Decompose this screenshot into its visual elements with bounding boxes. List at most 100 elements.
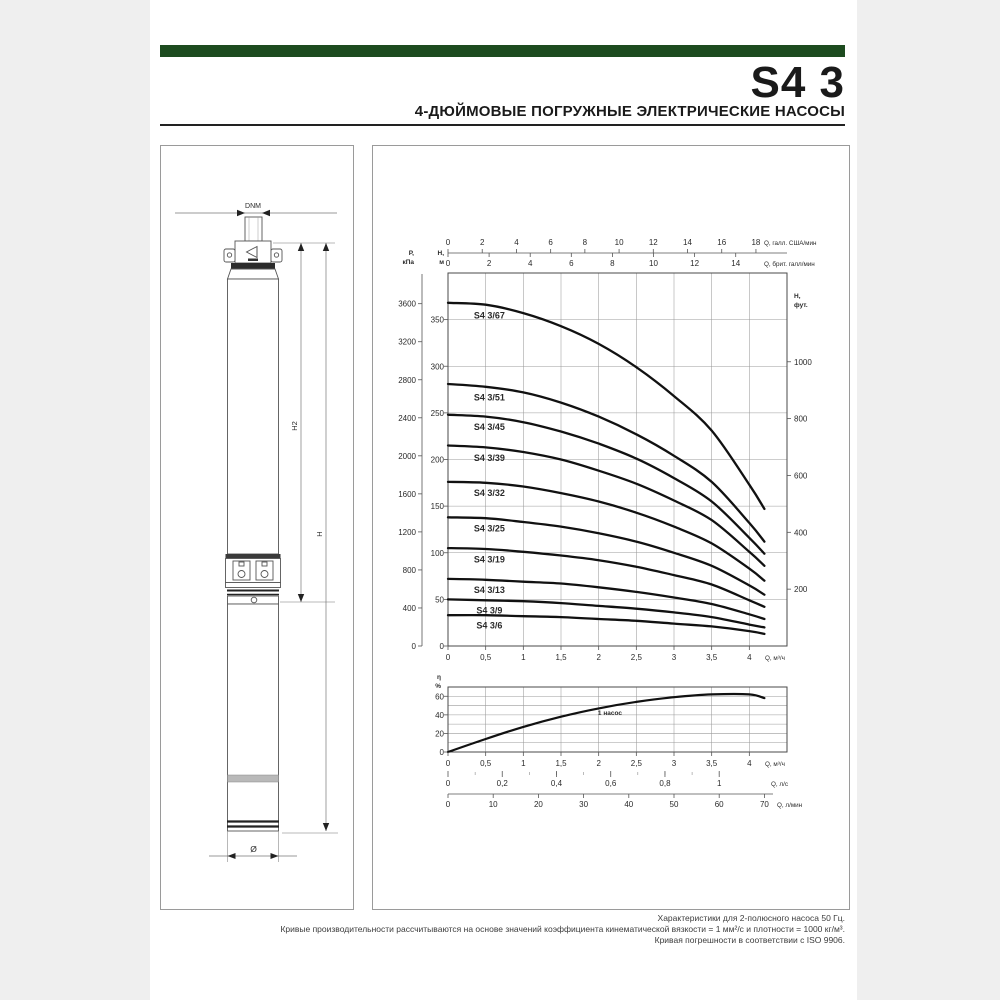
h2-label: H2 bbox=[290, 421, 299, 431]
svg-text:2: 2 bbox=[596, 759, 601, 768]
svg-text:250: 250 bbox=[431, 409, 445, 418]
pump-curve bbox=[446, 413, 766, 555]
page-margin-right bbox=[857, 0, 1000, 1000]
svg-text:12: 12 bbox=[690, 259, 699, 268]
main-bottom-axis: 0 0,5 1 1,5 2 2,5 3 3,5 4 Q, м³/ч bbox=[446, 646, 785, 662]
charts-panel: 0 2 4 6 8 10 12 14 16 18 0 2 4 6 8 10 12 14 Q, галл. США/м… bbox=[372, 145, 850, 910]
svg-text:Q, л/мин: Q, л/мин bbox=[777, 802, 803, 809]
footer-notes: Характеристики для 2-полюсного насоса 50… bbox=[280, 913, 845, 946]
pump-curve bbox=[446, 546, 766, 608]
curve-label: S4 3/39 bbox=[474, 453, 505, 463]
svg-text:0,8: 0,8 bbox=[659, 779, 671, 788]
svg-text:60: 60 bbox=[435, 692, 444, 701]
svg-text:2800: 2800 bbox=[398, 376, 416, 385]
pump-drawing-panel: DNM Ø H2 H bbox=[160, 145, 354, 910]
svg-text:%: % bbox=[435, 683, 441, 690]
svg-text:8: 8 bbox=[610, 259, 615, 268]
pump-curve bbox=[446, 480, 766, 582]
svg-text:0,4: 0,4 bbox=[551, 779, 563, 788]
svg-text:40: 40 bbox=[435, 711, 444, 720]
pump-curve bbox=[446, 598, 766, 629]
curve-label: S4 3/25 bbox=[474, 524, 505, 534]
diameter-arrow-left bbox=[227, 853, 236, 859]
svg-text:P,: P, bbox=[409, 250, 414, 257]
svg-text:Q, м³/ч: Q, м³/ч bbox=[765, 761, 785, 768]
eff-grid bbox=[448, 687, 787, 752]
svg-text:600: 600 bbox=[794, 471, 808, 480]
svg-text:2000: 2000 bbox=[398, 452, 416, 461]
svg-text:1: 1 bbox=[521, 653, 526, 662]
svg-text:0,5: 0,5 bbox=[480, 653, 492, 662]
metre-axis: 0 50 100 150 200 250 300 350 H, м bbox=[431, 250, 448, 651]
svg-text:70: 70 bbox=[760, 800, 769, 809]
curve-label: S4 3/19 bbox=[474, 554, 505, 564]
svg-text:350: 350 bbox=[431, 316, 445, 325]
pump-outline bbox=[175, 209, 338, 862]
svg-text:6: 6 bbox=[548, 238, 553, 247]
svg-text:0: 0 bbox=[412, 642, 417, 651]
top-flow-axis: 0 2 4 6 8 10 12 14 16 18 0 2 4 6 8 10 12 14 Q, галл. США/м… bbox=[446, 238, 817, 268]
page-title: S4 3 bbox=[750, 58, 845, 107]
svg-text:10: 10 bbox=[615, 238, 624, 247]
svg-text:400: 400 bbox=[794, 528, 808, 537]
svg-text:3,5: 3,5 bbox=[706, 653, 718, 662]
kpa-axis: 0 400 800 1200 1600 2000 2400 2800 3200 3600 P, кПа bbox=[398, 250, 423, 651]
svg-text:0: 0 bbox=[446, 259, 451, 268]
pump-curve bbox=[446, 382, 766, 543]
svg-text:50: 50 bbox=[670, 800, 679, 809]
svg-text:1,5: 1,5 bbox=[555, 653, 567, 662]
svg-text:кПа: кПа bbox=[402, 259, 414, 266]
svg-text:4: 4 bbox=[514, 238, 519, 247]
svg-text:10: 10 bbox=[649, 259, 658, 268]
eff-left-axis: 0 20 40 60 η% bbox=[435, 674, 448, 757]
svg-text:4: 4 bbox=[747, 759, 752, 768]
svg-text:6: 6 bbox=[569, 259, 574, 268]
pump-curve bbox=[446, 444, 766, 567]
svg-text:0: 0 bbox=[446, 653, 451, 662]
svg-text:18: 18 bbox=[751, 238, 760, 247]
h-label: H bbox=[315, 531, 324, 536]
svg-text:0,5: 0,5 bbox=[480, 759, 492, 768]
svg-text:H,: H, bbox=[794, 293, 801, 300]
svg-text:0: 0 bbox=[446, 238, 451, 247]
svg-text:η: η bbox=[437, 674, 441, 681]
svg-text:800: 800 bbox=[403, 566, 417, 575]
svg-text:40: 40 bbox=[624, 800, 633, 809]
curve-label: S4 3/32 bbox=[474, 488, 505, 498]
feet-axis: 200 400 600 800 1000 H, фут. bbox=[787, 293, 812, 594]
eff-bottom-m3h: 0 0,5 1 1,5 2 2,5 3 3,5 4 Q, м³/ч bbox=[446, 752, 785, 768]
svg-text:800: 800 bbox=[794, 415, 808, 424]
svg-text:2,5: 2,5 bbox=[631, 759, 643, 768]
pump-curve bbox=[446, 614, 766, 636]
svg-text:0: 0 bbox=[446, 800, 451, 809]
dnm-arrow-left bbox=[237, 209, 245, 217]
svg-text:1200: 1200 bbox=[398, 528, 416, 537]
curve-label: S4 3/51 bbox=[474, 392, 505, 402]
svg-text:3: 3 bbox=[672, 653, 677, 662]
eff-curve: 1 насос bbox=[446, 692, 766, 754]
svg-text:2: 2 bbox=[480, 238, 485, 247]
svg-text:3: 3 bbox=[672, 759, 677, 768]
svg-text:3200: 3200 bbox=[398, 338, 416, 347]
curve-label: S4 3/6 bbox=[476, 620, 502, 630]
svg-text:10: 10 bbox=[489, 800, 498, 809]
footer-line: Характеристики для 2-полюсного насоса 50… bbox=[657, 913, 845, 923]
svg-text:2,5: 2,5 bbox=[631, 653, 643, 662]
footer-line: Кривая погрешности в соответствии с ISO … bbox=[654, 935, 845, 945]
svg-text:20: 20 bbox=[534, 800, 543, 809]
svg-text:м: м bbox=[439, 259, 444, 266]
svg-text:Q, галл. США/мин: Q, галл. США/мин bbox=[764, 240, 817, 247]
svg-text:фут.: фут. bbox=[794, 302, 808, 309]
pump-drawing: DNM Ø H2 H bbox=[175, 203, 338, 862]
page-margin-left bbox=[0, 0, 150, 1000]
svg-text:Q, л/с: Q, л/с bbox=[771, 781, 788, 788]
curve-label: S4 3/67 bbox=[474, 311, 505, 321]
svg-text:4: 4 bbox=[747, 653, 752, 662]
svg-text:0: 0 bbox=[446, 779, 451, 788]
svg-text:14: 14 bbox=[731, 259, 740, 268]
curve-label: S4 3/45 bbox=[474, 422, 505, 432]
svg-text:20: 20 bbox=[435, 729, 444, 738]
svg-text:400: 400 bbox=[403, 604, 417, 613]
svg-text:2: 2 bbox=[596, 653, 601, 662]
